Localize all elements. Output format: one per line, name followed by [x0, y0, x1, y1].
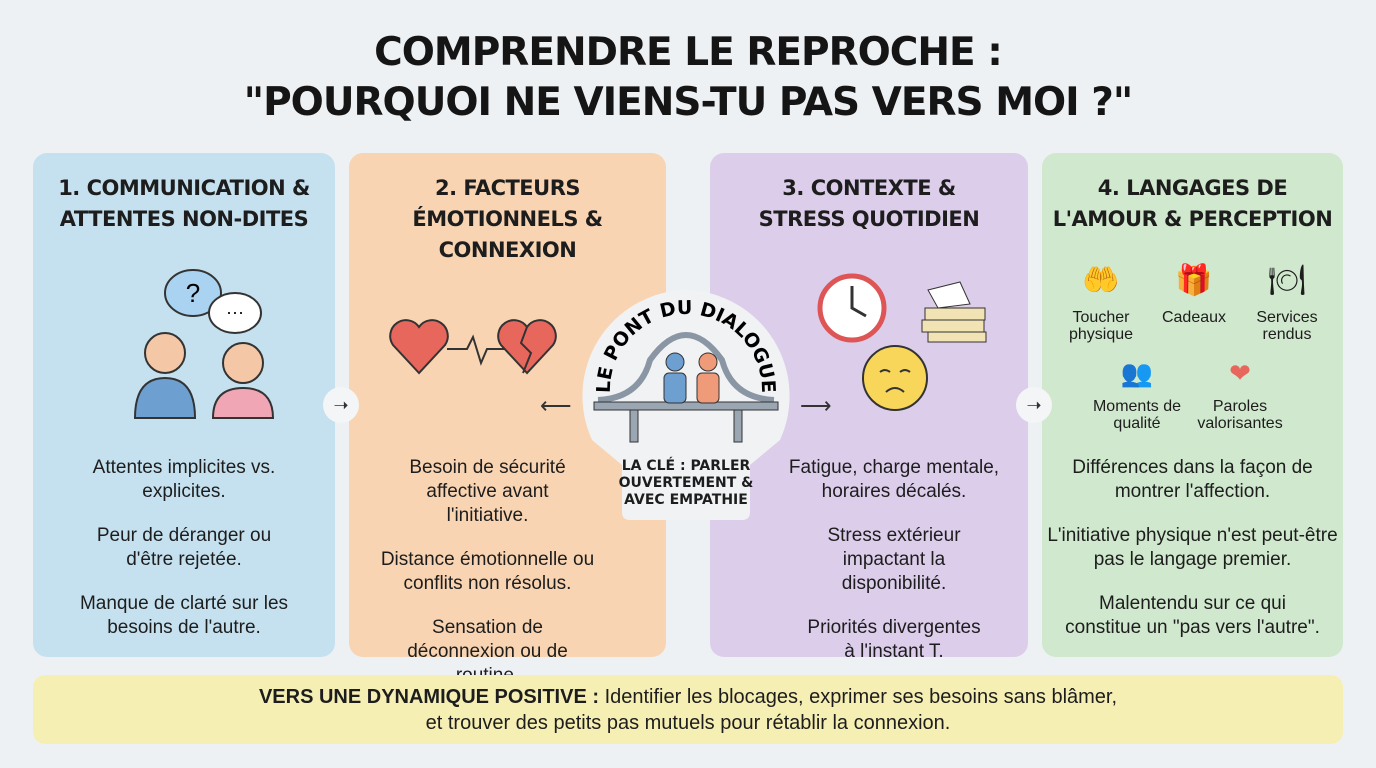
title-line-2: "POURQUOI NE VIENS-TU PAS VERS MOI ?"	[243, 80, 1133, 125]
bridge-two-people-icon: LE PONT DU DIALOGUE	[582, 290, 790, 520]
banner-bold: VERS UNE DYNAMIQUE POSITIVE :	[258, 686, 600, 708]
arrow-left-icon: ⟵	[540, 393, 572, 418]
panel-points: Différences dans la façon de montrer l'a…	[1047, 457, 1338, 638]
clock-papers-tired-face-icon	[817, 273, 987, 411]
love-language-words: ❤ Paroles valorisantes	[1185, 348, 1295, 432]
center-key-text: LA CLÉ : PARLER OUVERTEMENT & AVEC EMPATHI…	[618, 458, 754, 508]
hand-icon: 🤲	[1082, 264, 1120, 297]
page-title: COMPRENDRE LE REPROCHE : "POURQUOI NE VI…	[0, 28, 1376, 128]
panel-heading: 4. LANGAGES DE L'AMOUR & PERCEPTION	[1052, 176, 1333, 231]
panel-points: Attentes implicites vs. explicites. Peur …	[79, 457, 289, 638]
panel-points: Fatigue, charge mentale, horaires décalé…	[788, 457, 1000, 662]
gift-icon: 🎁	[1175, 264, 1213, 297]
two-people-speech-bubbles-icon: ? ···	[133, 269, 275, 419]
love-language-quality-time: 👥 Moments de qualité	[1082, 348, 1192, 432]
panel-love-languages: 4. LANGAGES DE L'AMOUR & PERCEPTION 🤲 Touc…	[1042, 153, 1343, 657]
love-language-services: 🍽 Services rendus	[1232, 253, 1342, 343]
panel-communication: 1. COMMUNICATION & ATTENTES NON-DITES ? ·…	[33, 153, 335, 657]
conclusion-banner: VERS UNE DYNAMIQUE POSITIVE : Identifier…	[33, 675, 1343, 744]
love-language-gifts: 🎁 Cadeaux	[1139, 253, 1249, 326]
svg-text:?: ?	[186, 278, 200, 308]
love-language-touch: 🤲 Toucher physique	[1046, 253, 1156, 343]
heart-heartbeat-broken-heart-icon	[389, 319, 557, 375]
panel-heading: 2. FACTEURS ÉMOTIONNELS & CONNEXION	[412, 176, 603, 262]
panel-points: Besoin de sécurité affective avant l'ini…	[380, 457, 595, 686]
person-washing-dishes-icon: 🍽	[1267, 264, 1307, 297]
arrow-right-icon: ⟶	[800, 393, 832, 418]
two-people-chat-icon: 👥	[1120, 358, 1154, 388]
svg-text:···: ···	[226, 302, 244, 322]
arrow-right-icon: ➝	[1016, 387, 1052, 423]
center-bridge-badge: LE PONT DU DIALOGUE LA CLÉ : PARLER OUVER…	[580, 290, 792, 520]
panel-heading: 1. COMMUNICATION & ATTENTES NON-DITES	[58, 176, 310, 231]
panel-heading: 3. CONTEXTE & STRESS QUOTIDIEN	[758, 176, 980, 231]
title-line-1: COMPRENDRE LE REPROCHE :	[374, 30, 1003, 75]
arrow-right-icon: ➝	[323, 387, 359, 423]
heart-note-icon: ❤	[1229, 358, 1251, 388]
